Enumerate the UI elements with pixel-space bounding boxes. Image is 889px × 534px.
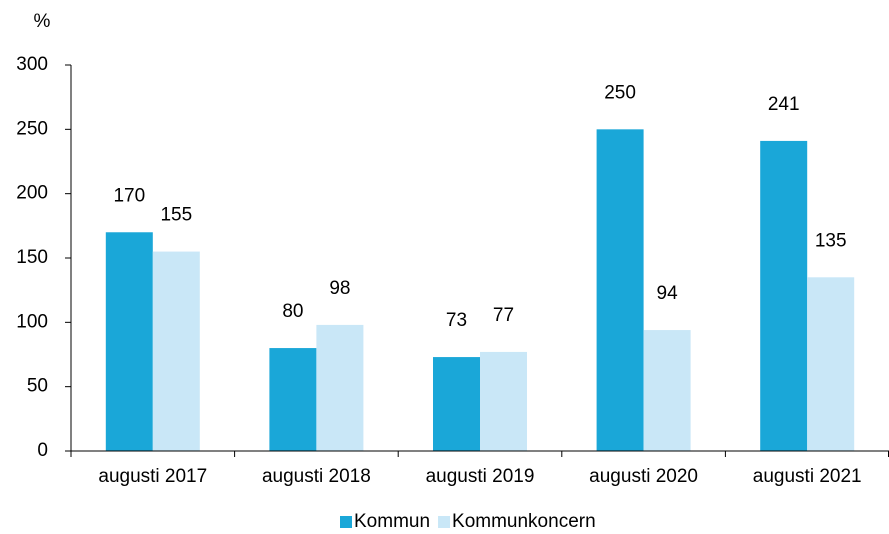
bar — [152, 251, 200, 451]
y-tick-label: 200 — [16, 183, 48, 204]
y-tick-label: 0 — [37, 440, 48, 461]
bar — [807, 277, 855, 451]
bar — [316, 324, 364, 451]
y-tick-label: 300 — [16, 54, 48, 75]
bar — [433, 357, 480, 451]
bar — [105, 232, 153, 451]
legend-label: Kommunkoncern — [452, 511, 596, 532]
legend-swatch — [340, 516, 352, 528]
y-axis-label: % — [34, 11, 51, 32]
value-label: 98 — [329, 278, 350, 299]
y-tick-label: 100 — [16, 311, 48, 332]
legend-label: Kommun — [354, 511, 430, 532]
bar — [596, 129, 644, 452]
bar — [480, 351, 527, 451]
value-label: 241 — [768, 94, 800, 115]
bar — [760, 140, 808, 451]
y-tick-label: 250 — [16, 118, 48, 139]
x-tick-label: augusti 2021 — [753, 466, 862, 487]
value-label: 155 — [160, 205, 192, 226]
value-label: 73 — [446, 310, 467, 331]
value-label: 77 — [493, 305, 514, 326]
bar — [643, 330, 691, 451]
x-tick-label: augusti 2020 — [589, 466, 698, 487]
y-tick-label: 50 — [27, 376, 48, 397]
value-label: 80 — [282, 301, 303, 322]
x-tick-label: augusti 2018 — [262, 466, 371, 487]
y-tick-label: 150 — [16, 247, 48, 268]
x-tick-label: augusti 2019 — [426, 466, 535, 487]
value-label: 250 — [604, 82, 636, 103]
x-tick-label: augusti 2017 — [98, 466, 207, 487]
bar — [269, 348, 317, 451]
value-label: 170 — [113, 185, 145, 206]
value-label: 94 — [657, 283, 679, 304]
legend-swatch — [438, 516, 451, 528]
value-label: 135 — [815, 230, 847, 251]
